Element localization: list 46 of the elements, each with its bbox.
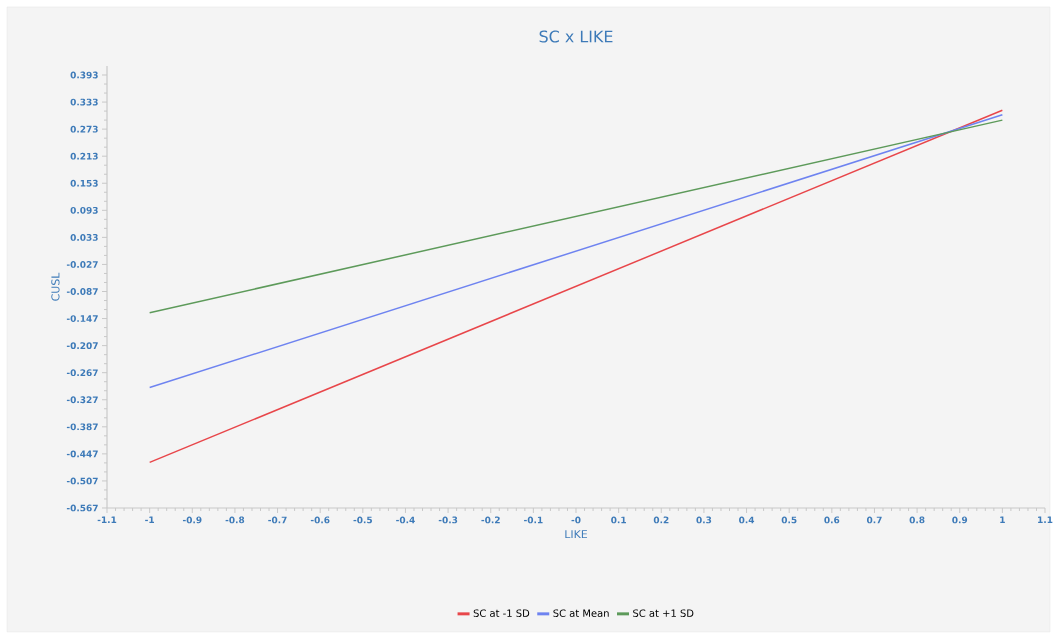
y-tick-label: 0.033 (70, 233, 98, 241)
y-tick-label: -0.507 (66, 477, 98, 485)
x-tick-label: 0.2 (653, 516, 669, 524)
x-tick-label: 0.7 (866, 516, 882, 524)
y-tick-label: -0.387 (66, 423, 98, 431)
x-tick-label: -1.1 (97, 516, 117, 524)
x-tick-label: 1 (1000, 516, 1005, 524)
y-tick-label: 0.393 (70, 71, 98, 79)
x-tick-label: -0.9 (182, 516, 202, 524)
x-tick-label: 0.3 (696, 516, 712, 524)
y-tick-label: -0.207 (66, 342, 98, 350)
x-tick-label: 0.6 (824, 516, 840, 524)
x-tick-label: 0.5 (781, 516, 797, 524)
x-tick-label: -0 (571, 516, 581, 524)
y-tick-label: -0.267 (66, 369, 98, 377)
y-tick-label: 0.273 (70, 125, 98, 133)
x-tick-label: -0.7 (268, 516, 287, 524)
x-tick-label: -0.4 (396, 516, 415, 524)
x-tick-label: -0.8 (225, 516, 245, 524)
chart-title: SC x LIKE (539, 30, 613, 43)
y-tick-label: 0.153 (70, 179, 98, 187)
x-tick-label: -0.3 (438, 516, 458, 524)
x-tick-label: -0.6 (310, 516, 330, 524)
y-tick-label: -0.147 (66, 315, 98, 322)
y-tick-label: -0.567 (66, 504, 98, 512)
y-tick-label: 0.333 (70, 98, 98, 106)
x-tick-label: -0.5 (353, 516, 372, 524)
y-tick-label: -0.027 (66, 261, 98, 268)
x-tick-label: -1 (145, 516, 155, 524)
y-tick-label: -0.087 (66, 288, 98, 295)
x-tick-label: -0.2 (481, 516, 500, 524)
x-tick-label: 0.4 (739, 516, 755, 524)
x-tick-label: 1.1 (1038, 516, 1053, 524)
x-tick-label: 0.1 (611, 516, 626, 524)
legend-label: SC at -1 SD (473, 609, 530, 617)
y-tick-label: -0.447 (66, 450, 98, 458)
y-tick-label: -0.327 (66, 396, 98, 404)
y-tick-label: 0.093 (70, 206, 98, 214)
legend-label: SC at Mean (553, 609, 609, 617)
x-tick-label: 0.9 (952, 516, 968, 524)
x-axis-title: LIKE (565, 530, 588, 539)
legend-label: SC at +1 SD (633, 609, 694, 617)
y-axis-title: CUSL (51, 272, 60, 301)
y-tick-label: 0.213 (70, 152, 98, 160)
x-tick-label: -0.1 (524, 516, 543, 524)
x-tick-label: 0.8 (909, 516, 925, 524)
